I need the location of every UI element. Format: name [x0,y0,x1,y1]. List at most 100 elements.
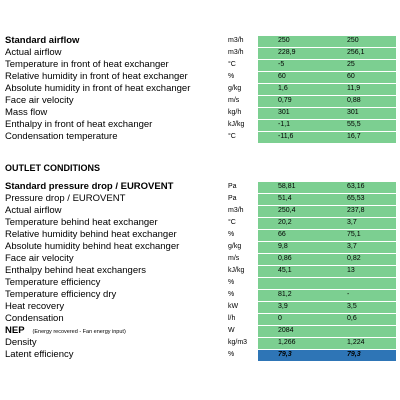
value-cell [258,254,396,265]
value: 250,4 [278,207,296,214]
unit: g/kg [228,85,242,92]
value-cell [258,96,396,107]
unit: °C [228,133,236,140]
unit: % [228,291,235,298]
label-text: Relative humidity in front of heat excha… [5,71,188,82]
value: 237,8 [347,207,365,214]
value-cell [258,266,396,277]
label-text: Absolute humidity in front of heat excha… [5,83,191,94]
row-label: Temperature efficiency dry [5,289,116,301]
row-label: Density [5,337,37,349]
label-text: Temperature in front of heat exchanger [5,59,169,70]
value: 0,82 [347,255,361,262]
value: 0,86 [278,255,292,262]
value: 3,5 [347,303,357,310]
label-text: Standard airflow [5,35,80,46]
unit: kg/m3 [228,339,248,346]
section-title: OUTLET CONDITIONS [5,163,100,173]
unit: g/kg [228,243,242,250]
row-label: Relative humidity behind heat exchanger [5,229,177,241]
label-text: Latent efficiency [5,349,74,360]
unit: % [228,279,235,286]
value-cell [258,314,396,325]
value: 228,9 [278,49,296,56]
unit: °C [228,219,236,226]
value: 1,266 [278,339,296,346]
row-label: Face air velocity [5,95,74,107]
value: 2084 [278,327,294,334]
label-text: Standard pressure drop / EUROVENT [5,181,174,192]
row-label: Temperature behind heat exchanger [5,217,158,229]
value: 16,7 [347,133,361,140]
label-text: Relative humidity behind heat exchanger [5,229,177,240]
value: 60 [278,73,286,80]
value-cell [258,36,396,47]
value: 256,1 [347,49,365,56]
row-label: NEP (Energy recovered - Fan energy input) [5,325,126,338]
row-label: Temperature in front of heat exchanger [5,59,169,71]
label-text: Actual airflow [5,205,62,216]
value-cell [258,230,396,241]
value-cell [258,242,396,253]
row-label: Face air velocity [5,253,74,265]
unit: m/s [228,255,240,262]
value-cell [258,326,396,337]
value: 45,1 [278,267,292,274]
value: 0,79 [278,97,292,104]
unit: kJ/kg [228,267,245,274]
value-cell [258,218,396,229]
value: 11,9 [347,85,361,92]
label-text: Temperature behind heat exchanger [5,217,158,228]
row-label: Actual airflow [5,205,62,217]
unit: m3/h [228,207,244,214]
value: 0,6 [347,315,357,322]
value: 25 [347,61,355,68]
label-note: (Energy recovered - Fan energy input) [32,329,126,335]
row-label: Mass flow [5,107,47,119]
label-text: Enthalpy behind heat exchangers [5,265,147,276]
unit: W [228,327,235,334]
value-cell [258,108,396,119]
value-cell [258,182,396,193]
value-cell [258,350,396,361]
row-label: Relative humidity in front of heat excha… [5,71,188,83]
label-text: Mass flow [5,107,48,118]
value: -1,1 [278,121,291,128]
unit: m/s [228,97,240,104]
label-text: Density [5,337,37,348]
row-label: Standard pressure drop / EUROVENT [5,181,173,193]
label-text: Face air velocity [5,253,74,264]
row-label: Heat recovery [5,301,64,313]
value: 301 [278,109,290,116]
row-label: Condensation temperature [5,131,118,143]
value: 81,2 [278,291,292,298]
value-cell [258,290,396,301]
value-cell [258,120,396,131]
label-text: Condensation [5,313,64,324]
unit: % [228,351,235,358]
value: 58,81 [278,183,296,190]
value-cell [258,132,396,143]
label-text: Temperature efficiency [5,277,101,288]
value-cell [258,84,396,95]
value-cell [258,72,396,83]
label-text: Temperature efficiency dry [5,289,117,300]
label-text: Absolute humidity behind heat exchanger [5,241,180,252]
value: 79,3 [347,351,361,358]
row-label: Condensation [5,313,64,325]
row-label: Standard airflow [5,35,79,47]
unit: Pa [228,195,237,202]
row-label: Absolute humidity in front of heat excha… [5,83,190,95]
value: 9,8 [278,243,288,250]
unit: % [228,73,235,80]
value: 20,2 [278,219,292,226]
value: 301 [347,109,359,116]
value: 0 [278,315,282,322]
row-label: Pressure drop / EUROVENT [5,193,125,205]
value: 60 [347,73,355,80]
row-label: Enthalpy in front of heat exchanger [5,119,152,131]
value: 1,6 [278,85,288,92]
value: 3,9 [278,303,288,310]
unit: % [228,231,235,238]
